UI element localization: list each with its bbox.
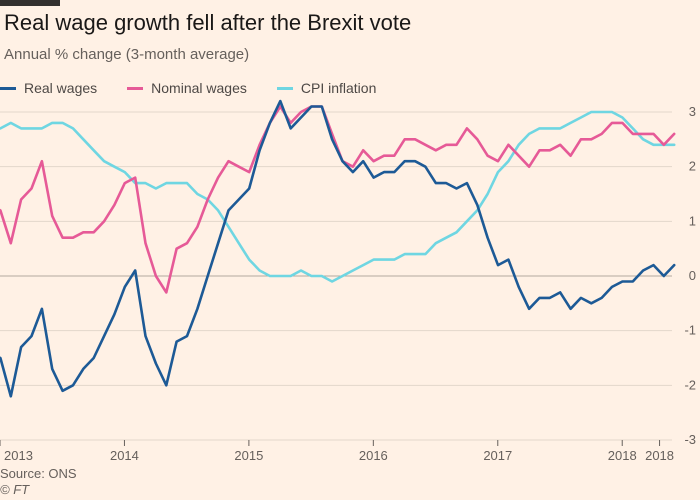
legend-item-real-wages: Real wages xyxy=(0,80,97,96)
chart-subtitle: Annual % change (3-month average) xyxy=(4,46,250,63)
legend-swatch-nominal-wages xyxy=(127,86,144,90)
series-lines xyxy=(0,99,676,398)
source-note: Source: ONS xyxy=(0,466,77,481)
legend-label-cpi-inflation: CPI inflation xyxy=(300,80,377,96)
series-line-cpi-inflation xyxy=(0,110,676,283)
line-chart: 3 2 1 0 -1 -2 -3 2013 2014 2015 2016 2017 2018 2018 xyxy=(0,99,696,460)
y-tick-label--1: -1 xyxy=(684,323,696,338)
y-tick-label--3: -3 xyxy=(684,432,696,447)
legend-swatch-real-wages xyxy=(0,86,16,90)
legend-label-real-wages: Real wages xyxy=(24,80,98,96)
x-tick-label-5: 2018 xyxy=(608,448,637,460)
chart-legend: Real wages Nominal wages CPI inflation xyxy=(0,78,406,98)
copyright-note: © FT xyxy=(0,482,30,497)
y-tick-label-1: 1 xyxy=(689,213,696,228)
x-tick-label-6: 2018 xyxy=(645,448,674,460)
tick-labels: 3 2 1 0 -1 -2 -3 2013 2014 2015 2016 2017 2018 2018 xyxy=(4,104,696,460)
y-tick-label--2: -2 xyxy=(684,377,696,392)
y-tick-label-3: 3 xyxy=(689,104,696,119)
chart-title: Real wage growth fell after the Brexit v… xyxy=(4,10,412,35)
legend-item-nominal-wages: Nominal wages xyxy=(127,80,247,96)
legend-swatch-cpi-inflation xyxy=(276,86,293,90)
y-tick-label-0: 0 xyxy=(689,268,696,283)
x-tick-label-3: 2016 xyxy=(359,448,388,460)
x-tick-label-2: 2015 xyxy=(234,448,263,460)
x-tick-label-4: 2017 xyxy=(483,448,512,460)
legend-item-cpi-inflation: CPI inflation xyxy=(276,80,377,96)
legend-label-nominal-wages: Nominal wages xyxy=(151,80,247,96)
x-tick-label-1: 2014 xyxy=(110,448,139,460)
series-line-nominal-wages xyxy=(0,105,676,294)
ft-top-bar xyxy=(0,0,60,6)
x-tick-label-0: 2013 xyxy=(4,448,33,460)
series-line-real-wages xyxy=(0,99,676,398)
y-tick-label-2: 2 xyxy=(689,159,696,174)
